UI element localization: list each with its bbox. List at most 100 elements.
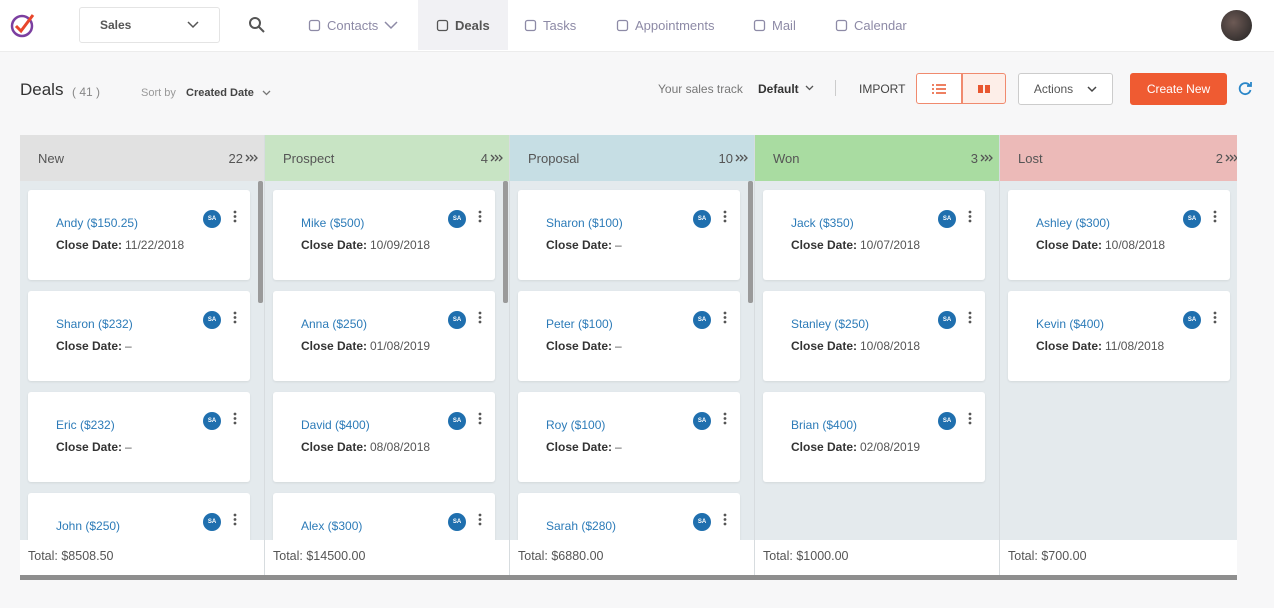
card-menu[interactable] xyxy=(1213,311,1217,327)
app-selector[interactable]: Sales xyxy=(79,7,220,43)
chevron xyxy=(187,21,199,29)
close-date-label: Close Date: xyxy=(56,339,123,353)
card-menu[interactable] xyxy=(478,513,482,529)
nav-item[interactable]: Calendar xyxy=(817,0,925,50)
card-menu[interactable] xyxy=(478,311,482,327)
close-date-label: Close Date: xyxy=(546,238,613,252)
deal-name[interactable]: Sharon ($232) xyxy=(56,317,133,331)
icon xyxy=(616,19,629,31)
refresh-icon[interactable] xyxy=(1238,81,1253,96)
column-count: 3 xyxy=(971,151,993,166)
deal-card[interactable]: Peter ($100) Close Date: – SA xyxy=(518,291,740,381)
deal-card[interactable]: Brian ($400) Close Date: 02/08/2019 SA xyxy=(763,392,985,482)
search-icon[interactable] xyxy=(248,16,266,34)
create-button[interactable]: Create New xyxy=(1130,73,1227,105)
close-date: 10/07/2018 xyxy=(860,238,921,252)
close-date: 02/08/2019 xyxy=(860,440,921,454)
nav-label: Tasks xyxy=(543,17,577,33)
nav-item[interactable]: Tasks xyxy=(506,0,594,50)
deal-card[interactable]: Andy ($150.25) Close Date: 11/22/2018 SA xyxy=(28,190,250,280)
close-date: – xyxy=(125,440,132,454)
column: Won 3 Jack ($350) Close Date: 10/07/2018 SA St… xyxy=(755,135,1000,575)
card-menu[interactable] xyxy=(723,311,727,327)
owner-badge: SA xyxy=(693,311,711,329)
close-date-label: Close Date: xyxy=(56,238,123,252)
card-menu[interactable] xyxy=(723,210,727,226)
close-date-label: Close Date: xyxy=(791,440,858,454)
deal-card[interactable]: Mike ($500) Close Date: 10/09/2018 SA xyxy=(273,190,495,280)
nav-item[interactable]: Mail xyxy=(735,0,814,50)
card-menu[interactable] xyxy=(233,412,237,428)
icon xyxy=(478,412,482,425)
card-menu[interactable] xyxy=(968,311,972,327)
deal-name[interactable]: Brian ($400) xyxy=(791,418,858,432)
deal-name[interactable]: Kevin ($400) xyxy=(1036,317,1105,331)
icon xyxy=(478,210,482,223)
deal-card[interactable]: Sharon ($232) Close Date: – SA xyxy=(28,291,250,381)
board-view-button[interactable] xyxy=(962,73,1006,104)
deal-name[interactable]: Jack ($350) xyxy=(791,216,854,230)
deal-card[interactable]: Sharon ($100) Close Date: – SA xyxy=(518,190,740,280)
deal-card[interactable]: Anna ($250) Close Date: 01/08/2019 SA xyxy=(273,291,495,381)
card-menu[interactable] xyxy=(233,210,237,226)
card-menu[interactable] xyxy=(478,412,482,428)
close-date: 11/08/2018 xyxy=(1105,339,1165,353)
deal-card[interactable]: Jack ($350) Close Date: 10/07/2018 SA xyxy=(763,190,985,280)
card-menu[interactable] xyxy=(968,210,972,226)
scrollbar-thumb xyxy=(503,181,508,303)
list-view-button[interactable] xyxy=(916,73,962,104)
actions-button[interactable]: Actions xyxy=(1018,73,1113,105)
icon xyxy=(980,154,993,162)
card-menu[interactable] xyxy=(478,210,482,226)
close-date-label: Close Date: xyxy=(791,339,858,353)
card-menu[interactable] xyxy=(968,412,972,428)
deal-name[interactable]: Stanley ($250) xyxy=(791,317,870,331)
nav-item[interactable]: Contacts xyxy=(290,0,416,50)
deal-card[interactable]: Eric ($232) Close Date: – SA xyxy=(28,392,250,482)
avatar[interactable] xyxy=(1221,10,1252,41)
deal-name[interactable]: Andy ($150.25) xyxy=(56,216,139,230)
logo[interactable] xyxy=(8,10,38,40)
deal-name[interactable]: Alex ($300) xyxy=(301,519,363,533)
card-menu[interactable] xyxy=(723,513,727,529)
list-icon xyxy=(932,83,946,94)
deal-name[interactable]: Sarah ($280) xyxy=(546,519,617,533)
icon xyxy=(835,19,848,31)
nav-item[interactable]: Deals xyxy=(418,0,508,50)
kanban-board: New 22 Andy ($150.25) Close Date: 11/22/2018… xyxy=(20,135,1237,580)
card-menu[interactable] xyxy=(233,513,237,529)
nav-item[interactable]: Appointments xyxy=(598,0,733,50)
deal-name[interactable]: Ashley ($300) xyxy=(1036,216,1111,230)
owner-badge: SA xyxy=(938,311,956,329)
deal-card[interactable]: Stanley ($250) Close Date: 10/08/2018 SA xyxy=(763,291,985,381)
deal-name[interactable]: Mike ($500) xyxy=(301,216,365,230)
deal-name[interactable]: John ($250) xyxy=(56,519,121,533)
close-date-label: Close Date: xyxy=(1036,339,1103,353)
deal-name[interactable]: Peter ($100) xyxy=(546,317,613,331)
deal-card[interactable]: Kevin ($400) Close Date: 11/08/2018 SA xyxy=(1008,291,1230,381)
card-menu[interactable] xyxy=(723,412,727,428)
column-total: Total: $14500.00 xyxy=(265,540,509,575)
owner-badge: SA xyxy=(448,311,466,329)
card-menu[interactable] xyxy=(1213,210,1217,226)
card-menu[interactable] xyxy=(233,311,237,327)
icon xyxy=(968,311,972,324)
deal-name[interactable]: Sharon ($100) xyxy=(546,216,623,230)
deal-name[interactable]: Anna ($250) xyxy=(301,317,368,331)
icon xyxy=(245,154,258,162)
count: 10 xyxy=(718,150,733,166)
column-header: Proposal 10 xyxy=(510,135,754,181)
deal-card[interactable]: Roy ($100) Close Date: – SA xyxy=(518,392,740,482)
deal-name[interactable]: Eric ($232) xyxy=(56,418,115,432)
import-link[interactable]: IMPORT xyxy=(859,82,906,96)
chevron xyxy=(1087,85,1097,92)
sort-value[interactable]: Created Date xyxy=(186,87,254,99)
deal-card[interactable]: Ashley ($300) Close Date: 10/08/2018 SA xyxy=(1008,190,1230,280)
deal-name[interactable]: David ($400) xyxy=(301,418,370,432)
deal-card[interactable]: David ($400) Close Date: 08/08/2018 SA xyxy=(273,392,495,482)
owner-badge: SA xyxy=(938,412,956,430)
deal-name[interactable]: Roy ($100) xyxy=(546,418,606,432)
column-name: Prospect xyxy=(283,150,335,166)
track-value[interactable]: Default xyxy=(758,82,799,96)
